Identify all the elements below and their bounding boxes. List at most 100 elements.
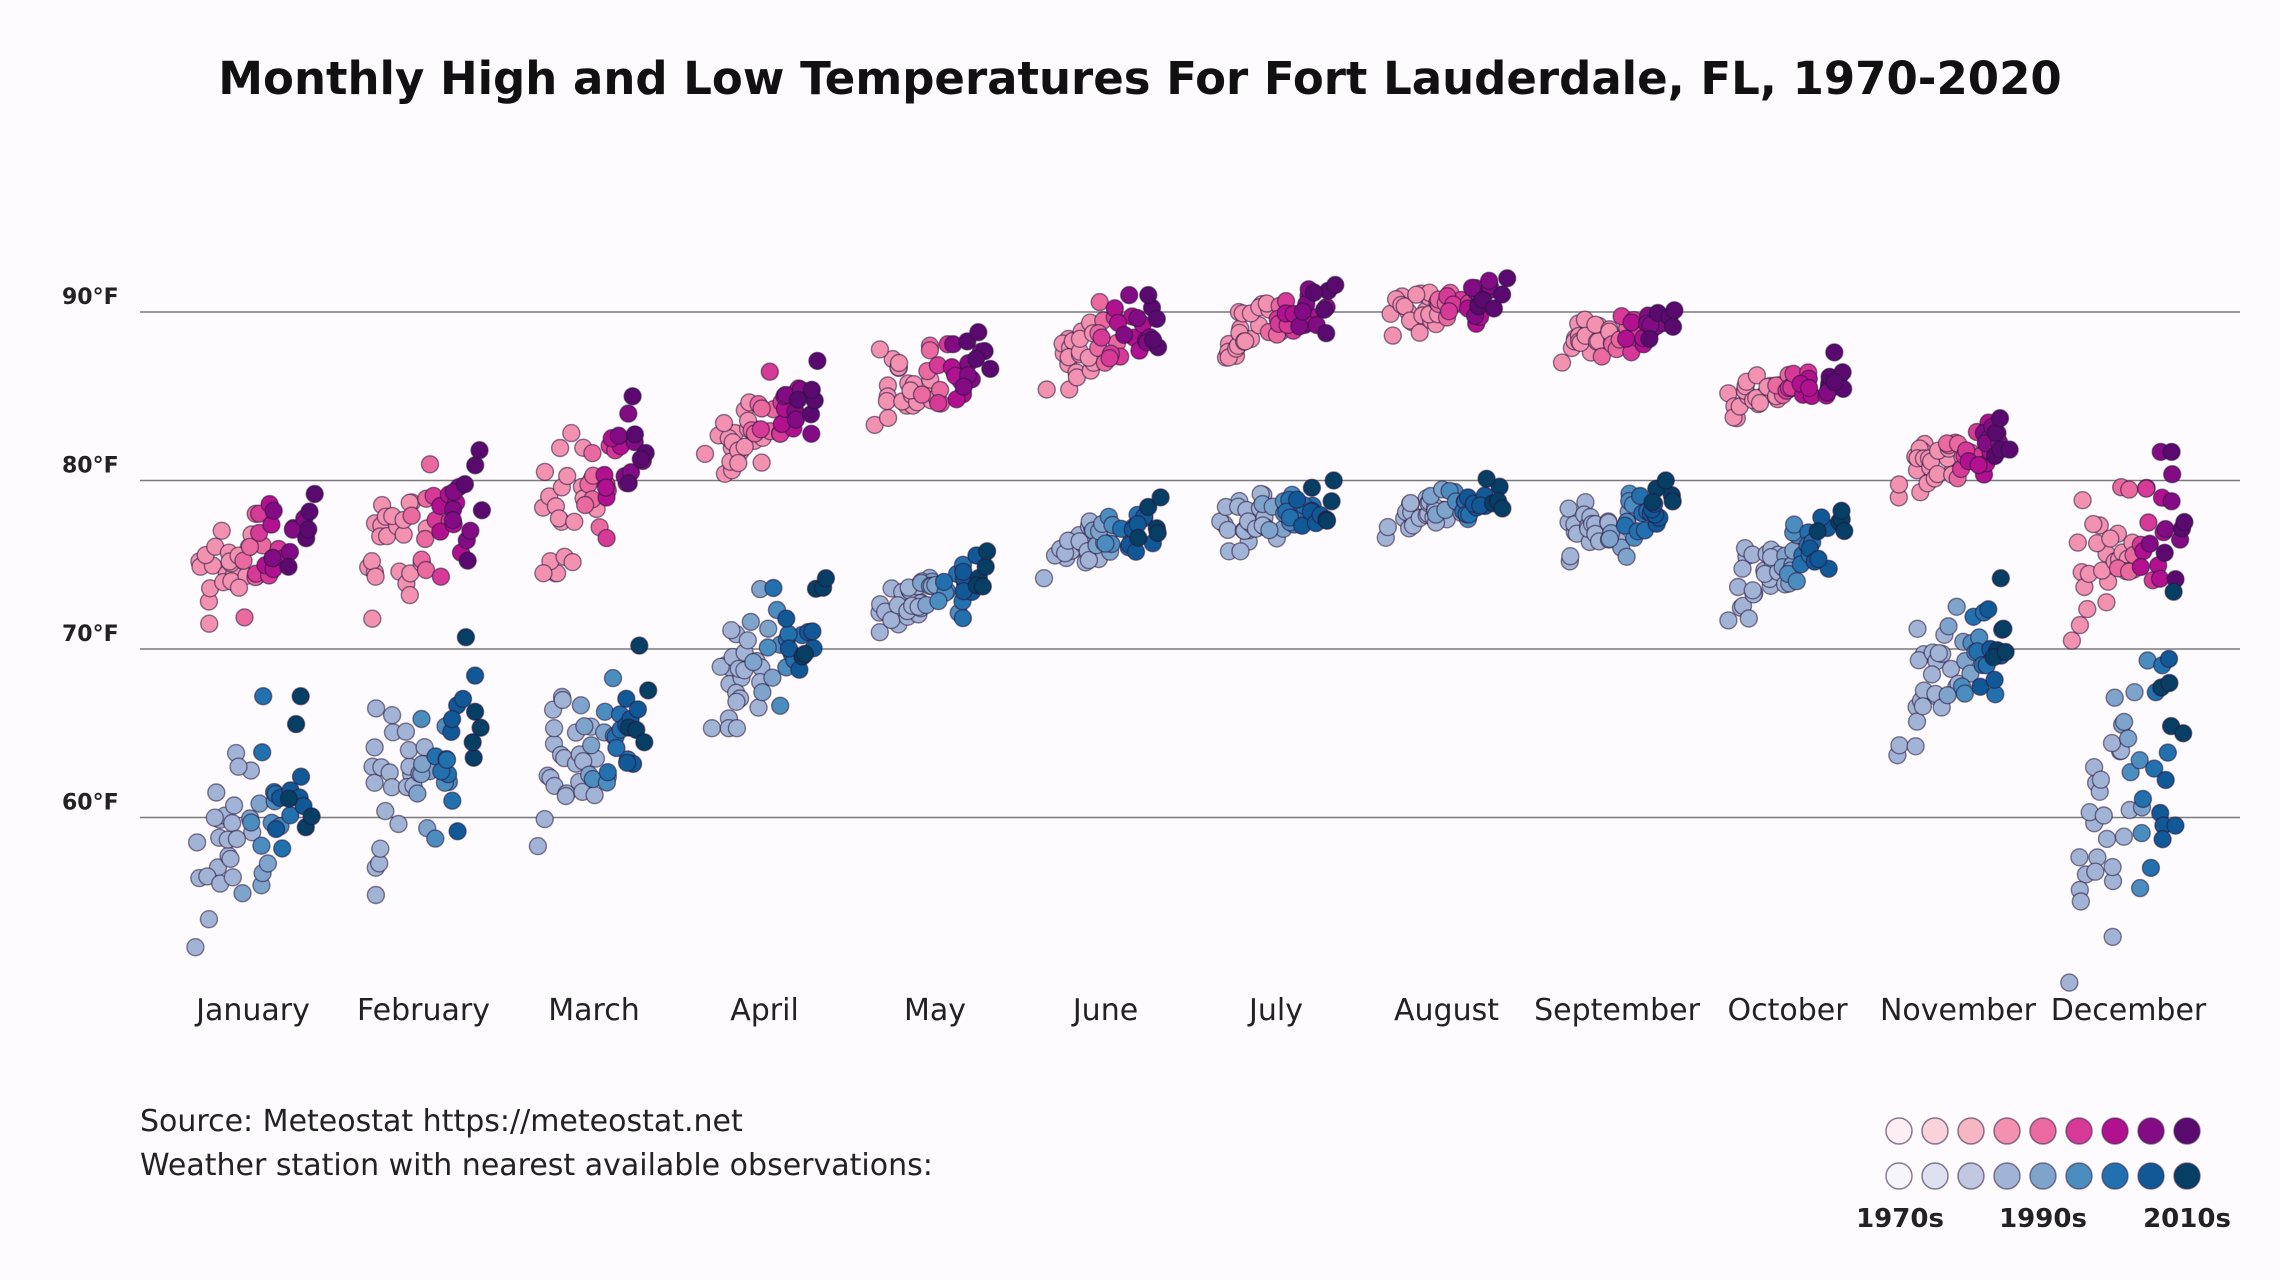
low-temp-point	[437, 750, 457, 770]
legend-swatch-low	[2029, 1162, 2057, 1190]
x-tick-label: January	[194, 993, 310, 1028]
low-temp-point	[250, 794, 269, 813]
low-temp-point	[221, 849, 240, 869]
legend-swatch-low	[2101, 1162, 2129, 1190]
low-temp-point	[1148, 523, 1167, 543]
low-temp-point	[741, 612, 760, 632]
low-temp-point	[1739, 609, 1759, 628]
legend-swatch-high	[2137, 1117, 2165, 1145]
low-temp-point	[366, 885, 386, 905]
low-temp-point	[1922, 665, 1942, 684]
high-temp-point	[1304, 283, 1324, 302]
high-temp-point	[735, 437, 754, 456]
low-temp-point	[2114, 712, 2134, 732]
legend-swatch-low	[1993, 1162, 2021, 1190]
low-temp-point	[371, 839, 390, 858]
low-temp-point	[744, 652, 763, 672]
low-temp-point	[1096, 534, 1115, 553]
low-temp-point	[1477, 469, 1496, 488]
high-temp-point	[534, 564, 553, 583]
low-temp-point	[1832, 501, 1851, 520]
low-temp-point	[382, 706, 402, 725]
low-temp-point	[2173, 724, 2193, 743]
high-temp-point	[877, 391, 897, 411]
low-temp-point	[465, 702, 485, 721]
low-temp-point	[976, 557, 995, 576]
high-temp-point	[1640, 329, 1659, 349]
legend-swatch-high	[1885, 1117, 1913, 1145]
low-temp-point	[273, 839, 292, 858]
high-temp-point	[279, 557, 298, 576]
legend-label: 1990s	[1999, 1204, 2087, 1234]
high-temp-point	[1128, 308, 1147, 328]
low-temp-point	[471, 718, 490, 737]
high-temp-point	[363, 609, 382, 628]
high-temp-point	[562, 423, 581, 443]
low-temp-point	[1378, 517, 1398, 537]
legend-swatch-low	[2065, 1162, 2093, 1190]
low-temp-point	[241, 813, 261, 832]
high-temp-point	[609, 426, 628, 445]
high-temp-point	[1290, 317, 1309, 336]
low-temp-point	[973, 577, 992, 596]
high-temp-point	[1326, 275, 1345, 295]
high-temp-point	[1147, 309, 1167, 329]
low-temp-point	[795, 644, 815, 664]
high-temp-point	[1552, 353, 1572, 372]
high-temp-point	[729, 453, 748, 473]
low-temp-point	[763, 668, 782, 687]
low-temp-point	[2114, 827, 2134, 846]
high-temp-point	[1616, 329, 1636, 348]
high-temp-point	[1990, 409, 2010, 428]
low-temp-point	[535, 809, 554, 829]
high-temp-point	[535, 462, 555, 482]
high-temp-point	[2097, 593, 2116, 612]
low-temp-point	[1324, 471, 1343, 490]
y-tick-label: 80°F	[62, 454, 119, 479]
x-tick-label: June	[1071, 993, 1138, 1028]
low-temp-point	[1559, 499, 1578, 518]
low-temp-point	[1218, 520, 1238, 540]
y-tick-label: 60°F	[62, 791, 119, 816]
low-temp-point	[366, 699, 386, 718]
low-temp-point	[1996, 642, 2015, 662]
high-temp-point	[199, 614, 219, 633]
low-temp-point	[1719, 611, 1738, 630]
low-temp-point	[1034, 569, 1054, 588]
low-temp-point	[2164, 582, 2183, 601]
high-temp-point	[2070, 615, 2090, 635]
low-temp-point	[2103, 857, 2122, 877]
low-temp-point	[1787, 572, 1807, 591]
low-temp-point	[207, 783, 226, 802]
high-temp-point	[472, 501, 492, 520]
low-temp-point	[1906, 737, 1925, 756]
high-temp-point	[455, 475, 475, 494]
high-temp-point	[1439, 302, 1459, 321]
source-note: Source: Meteostat https://meteostat.net	[140, 1104, 743, 1139]
high-temp-point	[1889, 475, 1909, 494]
low-temp-point	[1231, 542, 1250, 561]
high-temp-point	[802, 380, 821, 399]
low-temp-point	[254, 687, 273, 706]
low-temp-point	[753, 683, 772, 702]
low-temp-point	[199, 910, 219, 929]
low-temp-point	[365, 738, 384, 757]
x-tick-label: September	[1534, 993, 1700, 1028]
x-tick-label: August	[1394, 993, 1499, 1028]
high-temp-point	[565, 512, 584, 531]
legend-swatch-low	[1885, 1162, 1913, 1190]
high-temp-point	[981, 359, 1000, 379]
high-temp-point	[1114, 325, 1134, 345]
high-temp-point	[1663, 317, 1683, 336]
low-temp-point	[2125, 683, 2144, 702]
high-temp-point	[1497, 269, 1517, 288]
high-temp-point	[1316, 324, 1336, 343]
x-tick-label: February	[357, 993, 490, 1028]
low-temp-point	[1260, 520, 1279, 540]
y-tick-label: 70°F	[62, 622, 119, 647]
high-temp-point	[416, 560, 436, 580]
low-temp-point	[1643, 493, 1662, 512]
low-temp-point	[870, 623, 889, 642]
low-temp-point	[1493, 499, 1512, 518]
low-temp-point	[2133, 789, 2153, 809]
